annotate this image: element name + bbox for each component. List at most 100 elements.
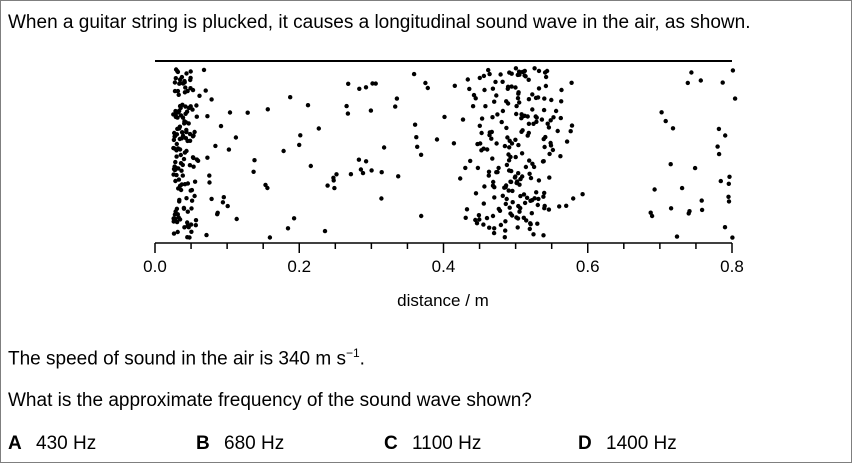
air-particle (465, 77, 470, 82)
air-particle (418, 152, 424, 157)
air-particle (481, 146, 486, 151)
air-particle (559, 87, 564, 93)
air-particle (536, 178, 542, 183)
air-particle (185, 209, 190, 214)
air-particle (363, 159, 369, 164)
air-particle (503, 228, 508, 233)
air-particle (177, 199, 182, 204)
air-particle (308, 163, 313, 169)
air-particle (474, 221, 480, 226)
air-particle (209, 196, 214, 202)
air-particle (494, 93, 499, 98)
air-particle (334, 172, 339, 177)
air-particle (175, 126, 180, 132)
air-particle (670, 126, 676, 131)
air-particle (503, 219, 508, 224)
air-particle (492, 185, 497, 190)
air-particle (540, 159, 546, 164)
option-b[interactable]: B 680 Hz (196, 433, 284, 455)
air-particle (564, 203, 569, 208)
air-particle (492, 195, 497, 200)
air-particle (285, 226, 291, 231)
air-particle (492, 226, 497, 231)
air-particle (498, 222, 504, 228)
air-particle (493, 79, 498, 85)
air-particle (177, 136, 182, 142)
option-d[interactable]: D 1400 Hz (578, 433, 677, 455)
air-particle (175, 229, 180, 235)
air-particle (548, 118, 553, 123)
air-particle (191, 155, 196, 161)
air-particle (197, 93, 202, 99)
option-a[interactable]: A 430 Hz (8, 433, 96, 455)
air-particle (175, 88, 181, 94)
air-particle (558, 154, 563, 159)
air-particle (471, 92, 477, 98)
air-particle (521, 192, 527, 197)
air-particle (201, 67, 207, 73)
air-particle (226, 147, 232, 152)
air-particle (181, 205, 187, 211)
air-particle (373, 81, 378, 86)
air-particle (305, 103, 311, 108)
air-particle (182, 150, 188, 155)
air-particle (699, 198, 704, 203)
air-particle (557, 204, 562, 209)
air-particle (178, 152, 183, 158)
air-particle (171, 112, 176, 117)
air-particle (659, 110, 664, 115)
air-particle (177, 77, 183, 82)
air-particle (187, 131, 193, 137)
air-particle (528, 221, 533, 226)
air-particle (252, 158, 257, 163)
air-particle (548, 143, 554, 148)
air-particle (393, 104, 398, 109)
air-particle (500, 79, 505, 85)
air-particle (476, 213, 482, 218)
option-a-letter: A (8, 433, 22, 454)
air-particle (515, 225, 520, 230)
air-particle (173, 76, 178, 81)
air-particle (188, 69, 193, 74)
air-particle (492, 99, 497, 104)
air-particle (521, 215, 526, 220)
question-prompt: What is the approximate frequency of the… (8, 390, 532, 411)
air-particle (213, 143, 218, 149)
air-particle (487, 225, 492, 230)
air-particle (203, 88, 208, 93)
air-particle (535, 221, 540, 226)
air-particle (360, 170, 366, 176)
longitudinal-wave-figure: 0.0 0.2 0.4 0.6 0.8 distance / m (143, 60, 744, 310)
air-particle (191, 133, 196, 138)
air-particle (546, 207, 552, 212)
air-particle (504, 196, 509, 202)
air-particle (506, 152, 511, 157)
air-particle (542, 96, 547, 101)
air-particle (526, 77, 531, 83)
air-particle (503, 201, 508, 207)
air-particle (205, 114, 210, 119)
option-c-letter: C (384, 433, 398, 454)
air-particle (181, 156, 187, 162)
option-c[interactable]: C 1100 Hz (384, 433, 481, 455)
air-particle (263, 182, 268, 188)
air-particle (505, 135, 510, 140)
air-particle (502, 235, 507, 240)
air-particle (522, 68, 527, 74)
air-particle (516, 69, 522, 74)
air-particle (726, 199, 732, 204)
air-particle (515, 96, 521, 101)
air-particle (727, 174, 732, 179)
air-particle (509, 84, 514, 89)
air-particle (178, 161, 184, 166)
air-particle (530, 161, 535, 166)
air-particle (536, 196, 541, 202)
air-particle (491, 230, 497, 236)
air-particle (531, 121, 536, 127)
air-particle (523, 164, 529, 170)
air-particle (370, 81, 375, 86)
air-particle (510, 200, 515, 205)
air-particle (542, 190, 547, 196)
tick-label: 0.2 (287, 257, 311, 276)
air-particle (490, 86, 496, 91)
